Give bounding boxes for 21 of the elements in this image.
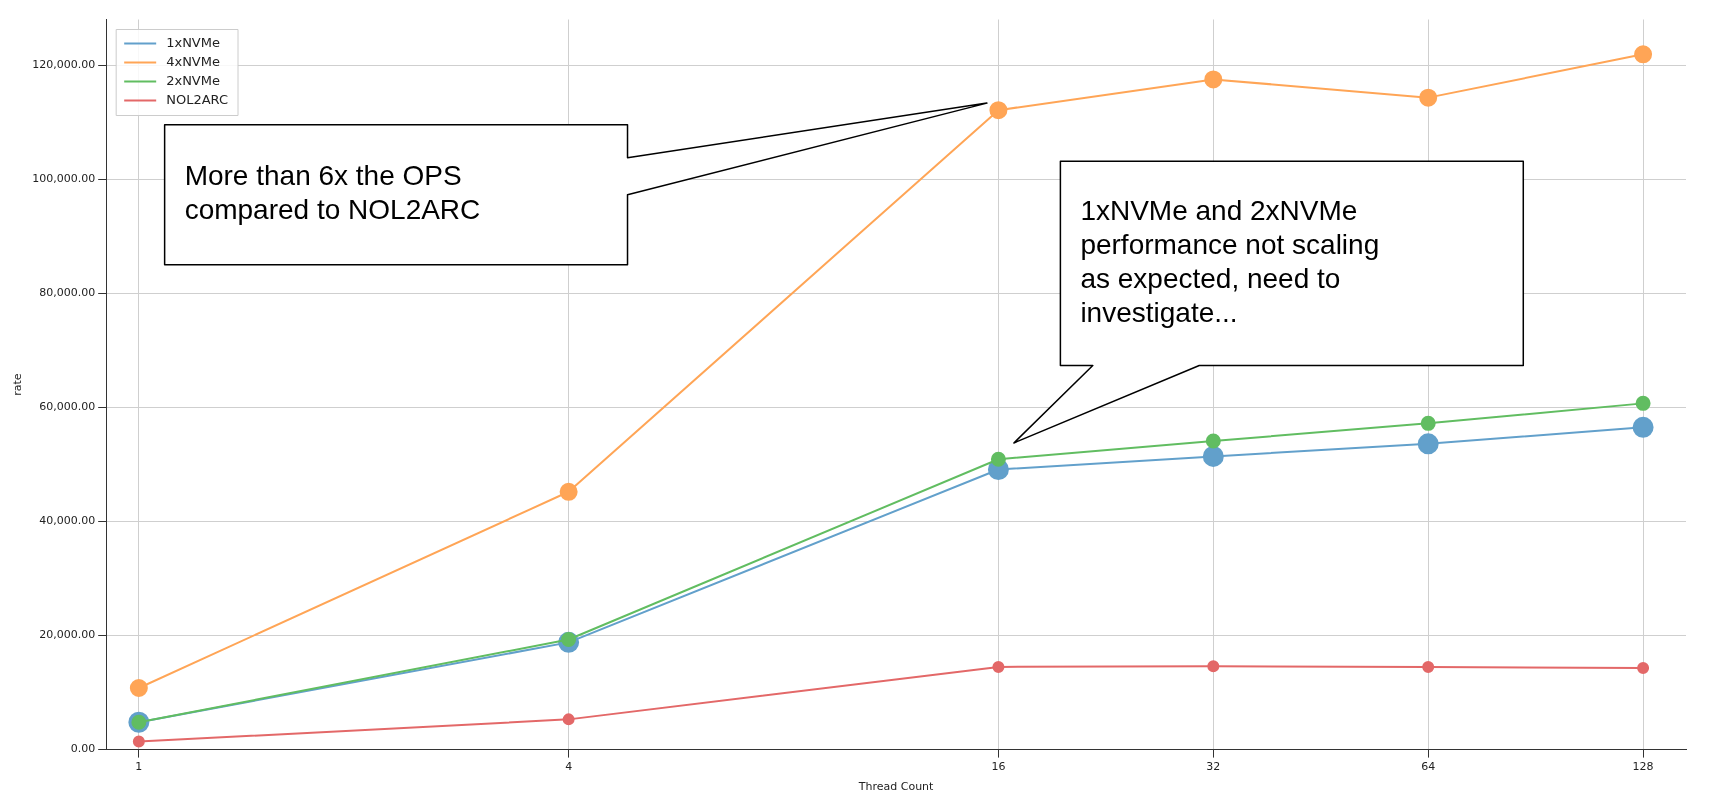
legend-label: NOL2ARC xyxy=(166,91,229,107)
legend-label: 2xNVMe xyxy=(166,72,220,88)
y-axis-title: rate xyxy=(11,373,25,396)
x-tick-label: 32 xyxy=(1206,760,1221,774)
y-tick-label: 60,000.00 xyxy=(39,400,96,414)
legend-label: 4xNVMe xyxy=(166,53,220,69)
legend-label: 1xNVMe xyxy=(166,34,220,50)
y-tick-label: 80,000.00 xyxy=(39,286,96,300)
annotation: 1xNVMe and 2xNVMe performance not scaling as expected, need to investigate... xyxy=(1080,195,1380,329)
y-tick-label: 20,000.00 xyxy=(39,628,96,642)
x-tick-label: 16 xyxy=(991,760,1006,774)
x-tick-label: 128 xyxy=(1632,760,1654,774)
y-tick-label: 0.00 xyxy=(70,742,96,756)
x-tick-label: 1 xyxy=(135,760,143,774)
x-axis-title: Thread Count xyxy=(857,780,935,794)
y-tick-label: 120,000.00 xyxy=(32,57,96,71)
y-tick-label: 40,000.00 xyxy=(39,514,96,528)
annotation: More than 6x the OPS compared to NOL2ARC xyxy=(184,160,481,226)
y-tick-label: 100,000.00 xyxy=(32,172,96,186)
x-tick-label: 64 xyxy=(1421,760,1436,774)
x-tick-label: 4 xyxy=(565,760,573,774)
